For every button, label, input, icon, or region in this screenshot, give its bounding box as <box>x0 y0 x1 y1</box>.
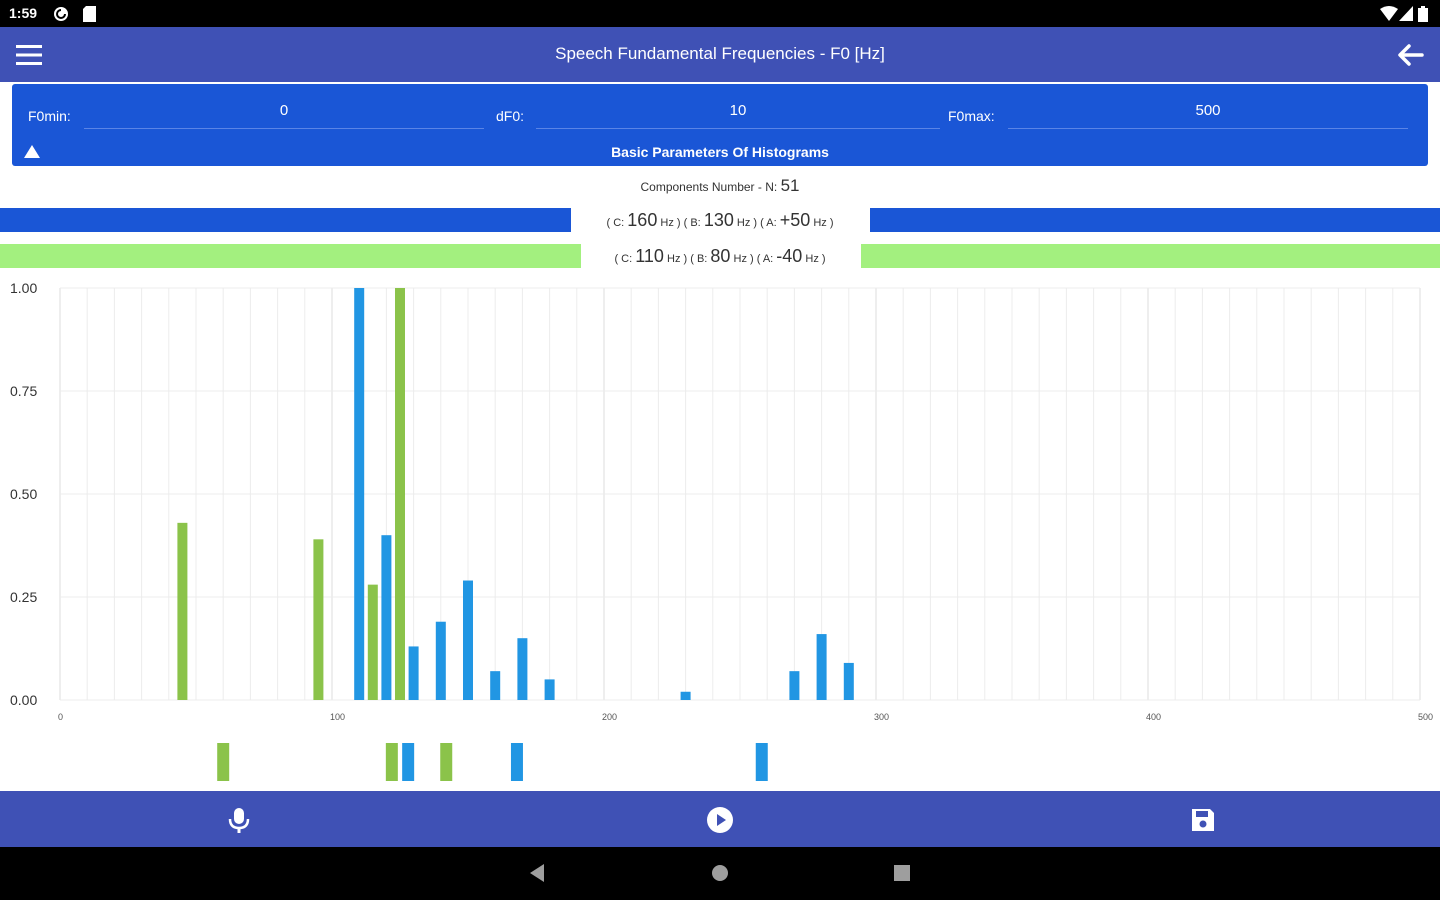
status-time: 1:59 <box>9 5 38 21</box>
x-tick-label: 200 <box>602 712 617 722</box>
green-marker <box>217 743 230 781</box>
nav-home-icon[interactable] <box>711 863 729 883</box>
histogram-bar <box>789 671 800 700</box>
histogram-bar <box>517 638 528 700</box>
menu-icon[interactable] <box>16 45 42 65</box>
collapse-triangle-icon[interactable] <box>24 145 40 158</box>
green-series-params: ( C: 110 Hz ) ( B: 80 Hz ) ( A: -40 Hz ) <box>614 246 826 266</box>
histogram-bar <box>395 288 405 700</box>
green-bar-right <box>861 244 1440 268</box>
histogram-bar <box>367 584 378 700</box>
f0min-label: F0min: <box>28 108 71 124</box>
histogram-bar <box>680 691 691 700</box>
sd-card-icon <box>83 6 96 22</box>
status-bar: 1:59 <box>0 0 1440 27</box>
y-tick-label: 0.50 <box>10 486 37 502</box>
components-value: 51 <box>780 176 800 195</box>
arrow-left-icon[interactable] <box>1396 43 1424 67</box>
y-tick-label: 0.00 <box>10 692 37 708</box>
histogram-bar <box>843 662 854 700</box>
page-title: Speech Fundamental Frequencies - F0 [Hz] <box>555 44 885 63</box>
y-tick-label: 1.00 <box>10 280 37 296</box>
blue-bar-right <box>870 208 1440 232</box>
blue-series-params: ( C: 160 Hz ) ( B: 130 Hz ) ( A: +50 Hz … <box>606 210 834 230</box>
system-nav-bar <box>0 847 1440 900</box>
histogram-bar <box>381 535 392 700</box>
green-marker <box>385 743 398 781</box>
bottom-toolbar <box>0 791 1440 847</box>
green-bar-left <box>0 244 581 268</box>
components-number: Components Number - N: 51 <box>0 176 1440 196</box>
histogram-parameters-panel: F0min: 0 dF0: 10 F0max: 500 Basic Parame… <box>12 84 1428 166</box>
f0min-field[interactable]: 0 <box>84 98 484 129</box>
x-tick-label: 500 <box>1418 712 1433 722</box>
battery-icon <box>1418 6 1428 22</box>
histogram-bar <box>177 522 188 700</box>
y-tick-label: 0.25 <box>10 589 37 605</box>
f0-histogram-chart: 0.00 0.25 0.50 0.75 1.00 0 100 200 300 400 500 <box>10 280 1433 722</box>
green-marker <box>440 743 453 781</box>
histogram-bar <box>816 634 827 700</box>
x-tick-label: 0 <box>58 712 63 722</box>
nav-back-icon[interactable] <box>528 863 546 883</box>
blue-marker <box>755 743 768 781</box>
blue-series-row: ( C: 160 Hz ) ( B: 130 Hz ) ( A: +50 Hz … <box>0 207 1440 233</box>
x-tick-label: 400 <box>1146 712 1161 722</box>
f0-marker-strip <box>217 743 768 781</box>
histogram-bar <box>435 621 446 700</box>
blue-marker <box>402 743 415 781</box>
blue-marker <box>510 743 523 781</box>
x-tick-label: 100 <box>330 712 345 722</box>
sync-icon <box>54 7 68 21</box>
f0max-field[interactable]: 500 <box>1008 98 1408 129</box>
histogram-bar <box>490 671 501 700</box>
nav-recents-icon[interactable] <box>893 863 911 883</box>
y-tick-label: 0.75 <box>10 383 37 399</box>
histogram-bar <box>544 679 555 700</box>
histogram-bar <box>463 580 473 700</box>
signal-icon <box>1399 6 1413 21</box>
app-bar: Speech Fundamental Frequencies - F0 [Hz] <box>0 27 1440 82</box>
microphone-icon[interactable] <box>224 805 254 835</box>
blue-bar-left <box>0 208 571 232</box>
play-circle-icon[interactable] <box>705 805 735 835</box>
x-tick-label: 300 <box>874 712 889 722</box>
histogram-bar <box>354 288 365 700</box>
green-series-row: ( C: 110 Hz ) ( B: 80 Hz ) ( A: -40 Hz ) <box>0 243 1440 269</box>
df0-label: dF0: <box>496 108 525 124</box>
df0-field[interactable]: 10 <box>536 98 940 129</box>
save-icon[interactable] <box>1188 805 1218 835</box>
histogram-bar <box>408 646 419 700</box>
components-label: Components Number - N: <box>640 180 778 194</box>
f0max-label: F0max: <box>948 108 995 124</box>
parameters-section-title: Basic Parameters Of Histograms <box>611 144 829 160</box>
wifi-icon <box>1380 6 1398 21</box>
histogram-bar <box>313 539 324 700</box>
